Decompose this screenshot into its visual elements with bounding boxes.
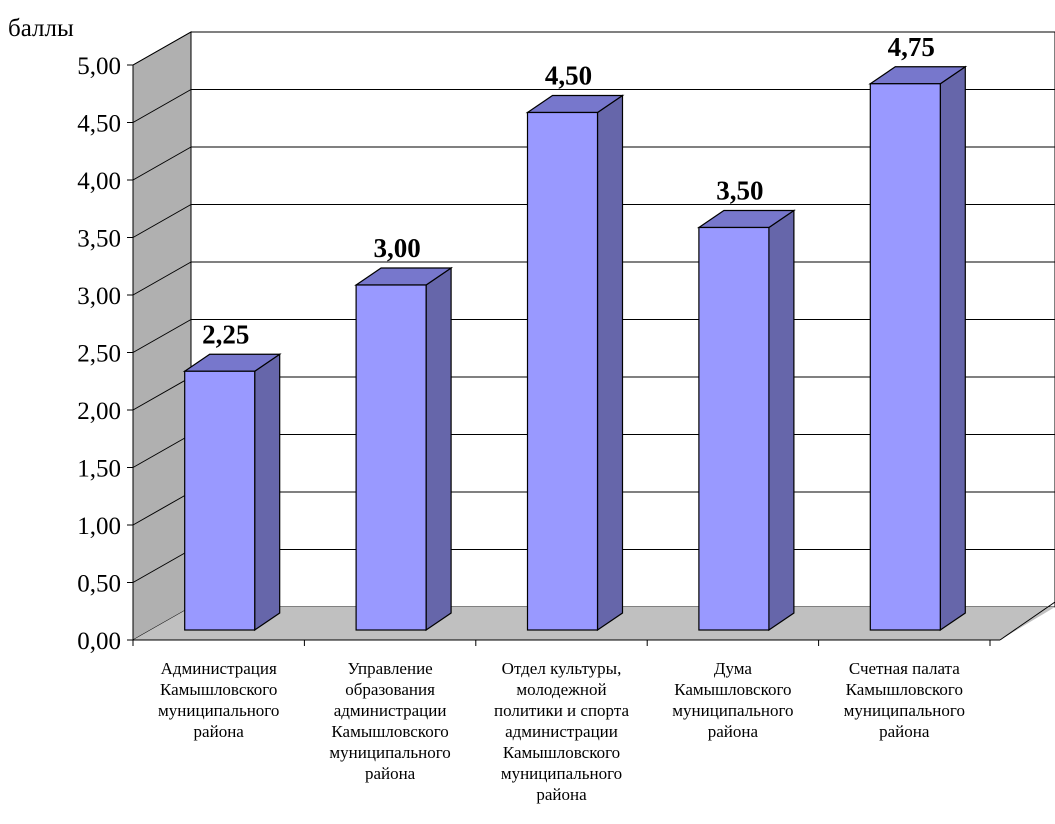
x-tick-label: Счетная палата Камышловского муниципальног… <box>844 659 965 741</box>
gridline-left-wall <box>132 549 192 583</box>
gridline-left-wall <box>132 31 192 66</box>
bar-side <box>596 94 624 632</box>
x-tick-label: Отдел культуры, молодежной политики и спор… <box>494 659 629 804</box>
x-tick-label-line: муниципального <box>672 701 793 720</box>
y-tick-label: 3,50 <box>77 226 121 253</box>
data-label: 4,50 <box>545 61 592 91</box>
floor-right-edge <box>999 601 1055 641</box>
y-tick-label: 3,00 <box>77 283 121 310</box>
x-tick-label-line: Администрация <box>161 659 277 678</box>
x-tick-label-line: района <box>194 722 245 741</box>
bar-side <box>939 65 966 632</box>
x-tick-label: Управление образования администрации Камышл… <box>329 659 450 783</box>
gridline-left-wall <box>132 146 192 181</box>
axes: 0,00 0,50 1,00 1,50 2,00 2,50 3,00 3,50 4,00 4,50… <box>77 53 1000 655</box>
data-label: 4,75 <box>888 32 935 62</box>
x-tick-label-line: района <box>536 785 587 804</box>
bar-side <box>254 353 281 632</box>
y-tick-label: 1,50 <box>77 456 121 483</box>
x-tick-label: Администрация Камышловского муниципального… <box>158 659 279 741</box>
y-tick-label: 2,50 <box>77 341 121 368</box>
y-tick-label: 1,00 <box>77 513 121 540</box>
gridline-left-wall <box>132 491 192 526</box>
x-tick-label-line: Камышловского <box>674 680 791 699</box>
x-tick-label-line: Счетная палата <box>849 659 960 678</box>
bar <box>355 284 427 631</box>
bar-side <box>425 266 452 632</box>
x-tick-label-line: Камышловского <box>331 722 448 741</box>
x-tick-label-line: Отдел культуры, <box>502 659 622 678</box>
x-tick-label-line: муниципального <box>501 764 622 783</box>
x-tick-label-line: Управление <box>347 659 432 678</box>
x-tick-label-line: Камышловского <box>846 680 963 699</box>
x-tick-label-line: молодежной <box>516 680 606 699</box>
labels: 2,25 Администрация Камышловского муниципаль… <box>158 32 965 804</box>
bar <box>526 111 599 631</box>
bar <box>869 83 941 631</box>
y-tick-label: 0,50 <box>77 571 121 598</box>
y-tick-label: 5,00 <box>77 53 121 80</box>
gridline-left-wall <box>132 204 192 238</box>
x-tick-label-line: района <box>879 722 930 741</box>
y-tick-label: 2,00 <box>77 398 121 425</box>
x-tick-label: Дума Камышловского муниципального района <box>672 659 793 741</box>
x-tick-label-line: Дума <box>714 659 753 678</box>
x-tick-label-line: муниципального <box>158 701 279 720</box>
gridline-left-wall <box>132 434 192 468</box>
data-label: 3,50 <box>716 176 763 206</box>
bar-side <box>768 209 795 632</box>
x-tick-label-line: района <box>708 722 759 741</box>
data-label: 2,25 <box>202 319 249 349</box>
y-axis-unit-label: баллы <box>8 15 74 42</box>
x-tick-label-line: муниципального <box>329 743 450 762</box>
gridline-left-wall <box>132 376 192 411</box>
x-tick-label-line: Камышловского <box>160 680 277 699</box>
x-tick-label-line: района <box>365 764 416 783</box>
bar <box>184 370 256 631</box>
x-tick-label-line: Камышловского <box>503 743 620 762</box>
bars <box>182 65 968 632</box>
gridline-left-wall <box>132 319 192 353</box>
x-tick-label-line: администрации <box>334 701 447 720</box>
x-tick-label-line: образования <box>345 680 435 699</box>
y-tick-label: 4,00 <box>77 168 121 195</box>
gridline-left-wall <box>132 261 192 296</box>
y-tick-label: 4,50 <box>77 111 121 138</box>
x-tick-label-line: политики и спорта <box>494 701 629 720</box>
data-label: 3,00 <box>373 233 420 263</box>
y-tick-label: 0,00 <box>77 628 121 655</box>
x-tick-label-line: администрации <box>505 722 618 741</box>
gridline-left-wall <box>132 89 192 123</box>
bar <box>698 226 770 631</box>
x-tick-label-line: муниципального <box>844 701 965 720</box>
